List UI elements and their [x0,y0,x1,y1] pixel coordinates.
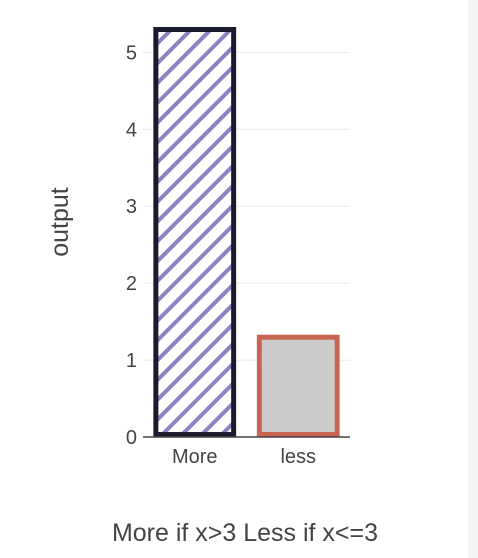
y-tick-label: 5 [126,42,137,64]
y-axis-title: output [46,187,74,257]
tick-labels: 0 1 2 3 4 5 More less [126,42,316,468]
y-tick-label: 2 [126,273,137,295]
y-tick-label: 3 [126,196,137,218]
y-tick-label: 4 [126,119,137,141]
y-tick-label: 1 [126,350,137,372]
x-tick-label: less [280,446,316,468]
x-axis-caption: More if x>3 Less if x<=3 [112,519,378,547]
bars-group [153,27,340,438]
bar-more [153,27,237,437]
x-tick-label: More [172,446,218,468]
bar-less [256,334,340,438]
y-tick-label: 0 [126,427,137,449]
page-edge [468,0,478,558]
